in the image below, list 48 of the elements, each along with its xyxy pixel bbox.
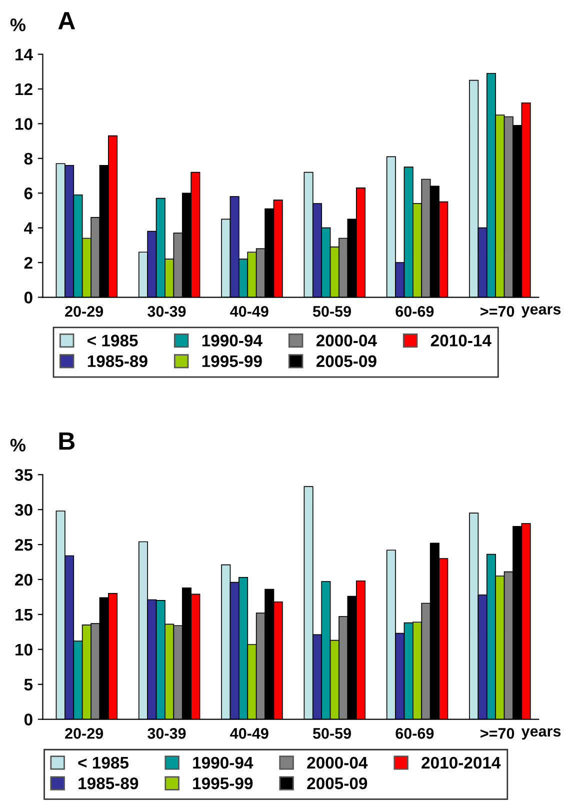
y-tick-label: 2 [24, 256, 32, 269]
y-tick-label: 0 [24, 292, 32, 304]
y-tick-label: 12 [16, 83, 32, 96]
y-tick-label: 35 [14, 469, 33, 481]
y-tick-label: 10 [16, 118, 32, 130]
legend-label: 1990-94 [202, 334, 262, 346]
legend-label: < 1985 [88, 334, 138, 346]
legend-label: 1985-89 [78, 777, 138, 790]
legend-label: < 1985 [78, 756, 129, 769]
x-tick-label: 40-49 [230, 306, 268, 317]
x-axis-title: years [521, 728, 561, 740]
legend-label: 2005-09 [316, 355, 376, 368]
y-tick-label: 30 [14, 504, 32, 516]
x-tick-label: 20-29 [65, 728, 104, 739]
x-tick-label: 60-69 [396, 306, 434, 317]
legend-label: 2000-04 [307, 756, 368, 769]
chart-title: A [58, 12, 76, 30]
legend-label: 2000-04 [316, 334, 377, 346]
x-tick-label: 50-59 [312, 306, 351, 317]
y-tick-label: 20 [15, 574, 32, 586]
y-axis-title: % [10, 438, 26, 452]
y-tick-label: 4 [24, 222, 33, 234]
y-tick-label: 8 [24, 152, 33, 165]
y-axis-title: % [10, 18, 26, 32]
legend-label: 2010-14 [430, 334, 492, 346]
x-tick-label: 40-49 [230, 728, 268, 739]
legend-label: 2010-2014 [422, 756, 501, 769]
y-tick-label: 15 [16, 609, 33, 621]
y-tick-label: 14 [16, 48, 33, 60]
y-tick-label: 25 [15, 538, 33, 551]
legend-label: 1985-89 [88, 355, 148, 368]
legend-label: 1990-94 [193, 756, 254, 769]
x-tick-label: 20-29 [65, 306, 104, 317]
x-tick-label: 30-39 [148, 728, 186, 739]
legend-label: 2005-09 [307, 777, 368, 790]
x-tick-label: 50-59 [312, 728, 351, 739]
x-tick-label: >=70 [480, 728, 514, 739]
y-tick-label: 0 [24, 714, 32, 726]
x-axis-title: years [521, 306, 561, 318]
x-tick-label: 60-69 [396, 728, 434, 739]
x-tick-label: 30-39 [148, 306, 186, 317]
y-tick-label: 6 [24, 188, 32, 200]
chart-title: B [59, 432, 75, 450]
y-tick-label: 10 [16, 644, 32, 656]
legend-label: 1995-99 [202, 355, 262, 368]
legend-label: 1995-99 [193, 777, 253, 790]
y-tick-label: 5 [24, 678, 33, 691]
x-tick-label: >=70 [480, 306, 514, 317]
